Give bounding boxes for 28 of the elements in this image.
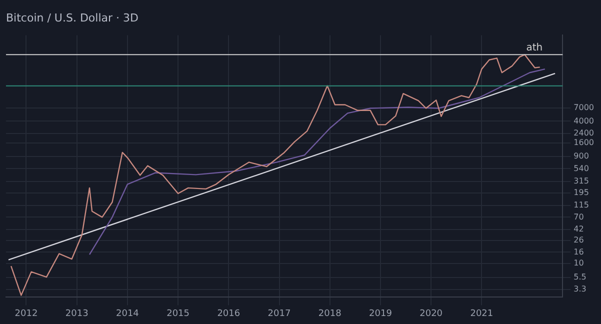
y-tick-label: 3.3 [574,284,586,294]
x-tick-label: 2020 [420,308,443,319]
y-tick-label: 195 [574,188,589,197]
y-tick-label: 70 [574,212,584,222]
y-tick-label: 2400 [574,128,594,138]
y-tick-label: 540 [574,164,589,173]
ref-line-label: ath [526,42,543,54]
y-tick-label: 315 [574,176,589,186]
x-tick-label: 2012 [14,308,38,319]
y-tick-label: 5.5 [574,272,586,282]
x-tick-label: 2016 [217,308,240,319]
y-tick-label: 26 [574,236,584,245]
x-tick-label: 2013 [65,308,88,319]
y-tick-label: 115 [574,200,589,210]
y-tick-label: 1600 [574,138,594,148]
y-tick-label: 42 [574,224,584,234]
x-tick-label: 2019 [369,308,392,319]
y-tick-label: 7000 [574,102,594,112]
x-tick-label: 2017 [268,308,291,319]
y-tick-label: 900 [574,152,589,161]
y-tick-label: 10 [574,258,584,268]
x-tick-label: 2021 [470,308,494,319]
chart-title: Bitcoin / U.S. Dollar · 3D [6,11,138,24]
x-tick-label: 2014 [116,308,140,319]
y-tick-label: 4000 [574,116,594,126]
y-tick-label: 16 [574,247,584,256]
x-tick-label: 2015 [166,308,190,319]
x-tick-label: 2018 [318,308,342,319]
